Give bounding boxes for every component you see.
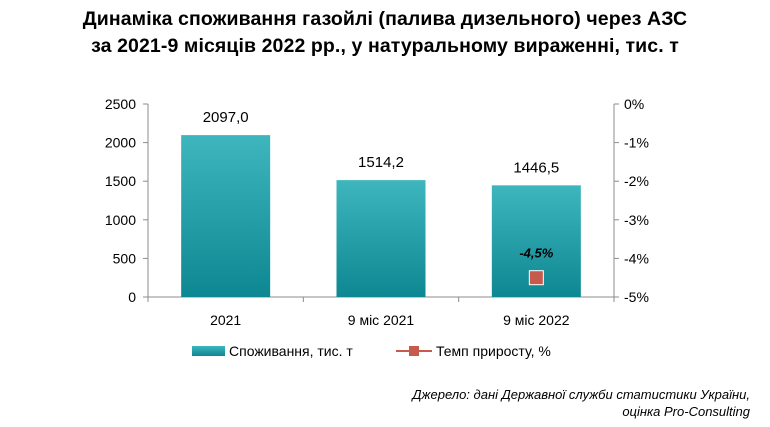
y2-tick-label: -5% — [624, 289, 649, 305]
x-tick-label: 9 міс 2021 — [348, 312, 415, 328]
y-tick-label: 0 — [128, 289, 136, 305]
y-tick-label: 2500 — [105, 96, 136, 112]
chart-title-line-2: за 2021-9 місяців 2022 рр., у натурально… — [91, 35, 679, 57]
legend-label-growth: Темп приросту, % — [436, 343, 551, 359]
legend-label-consumption: Споживання, тис. т — [229, 343, 353, 359]
bar-value-label: 1514,2 — [358, 154, 404, 171]
bar — [336, 180, 426, 297]
y2-tick-label: -2% — [624, 173, 649, 189]
y-tick-label: 2000 — [105, 135, 136, 151]
y2-tick-label: -4% — [624, 250, 649, 266]
chart-title-line-1: Динаміка споживання газойлі (палива дизе… — [82, 8, 688, 30]
y2-tick-label: -1% — [624, 135, 649, 151]
bar — [181, 135, 271, 297]
y-tick-label: 500 — [113, 250, 137, 266]
y2-tick-label: -3% — [624, 212, 649, 228]
source-note-line-2: оцінка Pro-Consulting — [622, 404, 750, 419]
y2-tick-label: 0% — [624, 96, 644, 112]
legend-swatch-consumption — [192, 346, 225, 356]
y-tick-label: 1000 — [105, 212, 136, 228]
growth-rate-marker — [528, 270, 544, 286]
legend-marker-growth — [409, 346, 419, 356]
bar-value-label: 1446,5 — [513, 159, 559, 176]
growth-rate-label: -4,5% — [519, 246, 553, 261]
y-tick-label: 1500 — [105, 173, 136, 189]
x-tick-label: 2021 — [210, 312, 241, 328]
x-tick-label: 9 міс 2022 — [503, 312, 570, 328]
source-note-line-1: Джерело: дані Державної служби статистик… — [412, 387, 750, 402]
bar-value-label: 2097,0 — [203, 109, 249, 126]
